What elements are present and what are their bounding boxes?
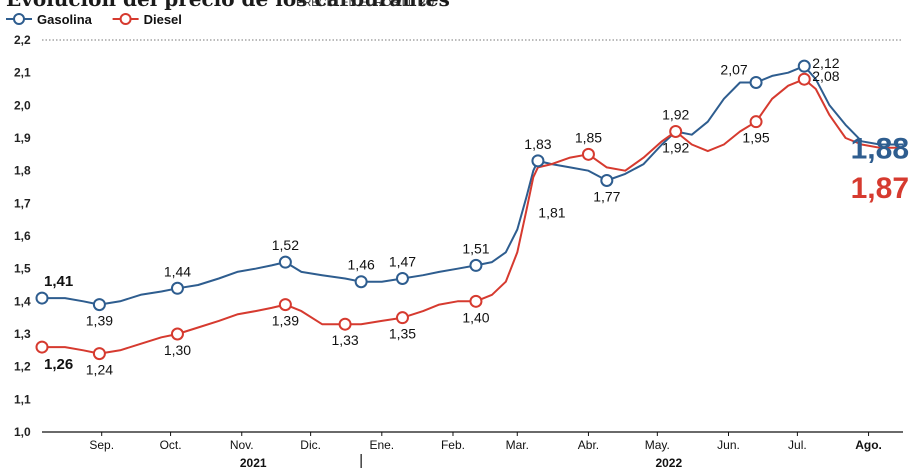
- y-tick-label: 2,1: [14, 66, 31, 80]
- data-point-marker: [531, 154, 545, 168]
- data-point-marker: [600, 173, 614, 187]
- legend-label-gasolina: Gasolina: [37, 12, 93, 27]
- series-line-diesel: [42, 78, 903, 355]
- data-label: 1,39: [272, 313, 299, 329]
- x-tick-label: May.: [645, 438, 670, 452]
- x-tick-label: Oct.: [160, 438, 182, 452]
- data-label: 1,24: [86, 362, 113, 378]
- data-point-marker: [469, 258, 483, 272]
- data-label: 2,07: [720, 61, 747, 77]
- data-label: 2,08: [812, 68, 839, 84]
- year-label: 2021: [240, 456, 267, 468]
- data-label: 1,81: [538, 204, 565, 220]
- data-point-marker: [797, 72, 811, 86]
- data-label: 1,35: [389, 326, 416, 342]
- x-tick-label: Jul.: [788, 438, 807, 452]
- data-point-marker: [170, 327, 184, 341]
- y-tick-label: 2,0: [14, 98, 31, 112]
- data-label: 1,77: [593, 188, 620, 204]
- data-point-marker: [92, 347, 106, 361]
- data-point-marker: [338, 317, 352, 331]
- y-tick-label: 1,1: [14, 392, 31, 406]
- data-point-marker: [92, 298, 106, 312]
- data-label: 1,26: [44, 356, 73, 373]
- data-point-marker: [35, 291, 49, 305]
- data-point-marker: [669, 124, 683, 138]
- legend-marker: [119, 13, 132, 25]
- data-point-marker: [354, 275, 368, 289]
- y-tick-label: 1,5: [14, 262, 31, 276]
- data-label: 1,46: [348, 257, 375, 273]
- data-label: 1,44: [164, 263, 191, 279]
- x-tick-label: Ago.: [855, 438, 882, 452]
- x-tick-label: Feb.: [441, 438, 465, 452]
- data-point-marker: [749, 75, 763, 89]
- data-label: 1,41: [44, 273, 73, 290]
- y-tick-label: 1,7: [14, 196, 31, 210]
- y-tick-label: 1,0: [14, 425, 31, 439]
- chart-title: Evolución del precio de los carburantes: [6, 0, 450, 11]
- y-tick-label: 1,4: [14, 294, 31, 308]
- data-point-marker: [278, 298, 292, 312]
- data-point-marker: [749, 115, 763, 129]
- final-value-label: 1,87: [851, 172, 909, 205]
- x-tick-label: Dic.: [300, 438, 321, 452]
- data-point-marker: [395, 271, 409, 285]
- data-label: 2,12: [812, 55, 839, 71]
- data-point-marker: [469, 294, 483, 308]
- data-point-marker: [35, 340, 49, 354]
- data-label: 1,83: [524, 136, 551, 152]
- y-tick-label: 1,6: [14, 229, 31, 243]
- x-tick-label: Nov.: [230, 438, 254, 452]
- year-label: 2022: [655, 456, 682, 468]
- y-tick-label: 1,9: [14, 131, 31, 145]
- data-label: 1,85: [575, 129, 602, 145]
- y-tick-label: 1,2: [14, 360, 31, 374]
- x-tick-label: Jun.: [717, 438, 740, 452]
- chart-subtitle: PRECIO EN EUROS/LITRO: [296, 0, 435, 9]
- series-line-gasolina: [42, 65, 903, 306]
- legend-label-diesel: Diesel: [144, 12, 182, 27]
- data-label: 1,47: [389, 253, 416, 269]
- data-point-marker: [581, 147, 595, 161]
- y-tick-label: 2,2: [14, 33, 31, 47]
- data-label: 1,33: [331, 332, 358, 348]
- data-point-marker: [278, 255, 292, 269]
- data-label: 1,40: [462, 309, 489, 325]
- data-label: 1,30: [164, 342, 191, 358]
- data-label: 1,95: [742, 130, 769, 146]
- final-value-label: 1,88: [851, 133, 909, 166]
- x-tick-label: Sep.: [89, 438, 114, 452]
- y-tick-label: 1,8: [14, 164, 31, 178]
- data-point-marker: [170, 281, 184, 295]
- y-tick-label: 1,3: [14, 327, 31, 341]
- data-point-marker: [395, 311, 409, 325]
- data-label: 1,92: [662, 139, 689, 155]
- data-label: 1,39: [86, 313, 113, 329]
- data-label: 1,92: [662, 106, 689, 122]
- x-tick-label: Ene.: [369, 438, 394, 452]
- data-label: 1,52: [272, 237, 299, 253]
- legend-marker: [13, 13, 25, 25]
- x-tick-label: Abr.: [578, 438, 599, 452]
- x-tick-label: Mar.: [506, 438, 529, 452]
- data-label: 1,51: [462, 240, 489, 256]
- data-point-marker: [797, 59, 811, 73]
